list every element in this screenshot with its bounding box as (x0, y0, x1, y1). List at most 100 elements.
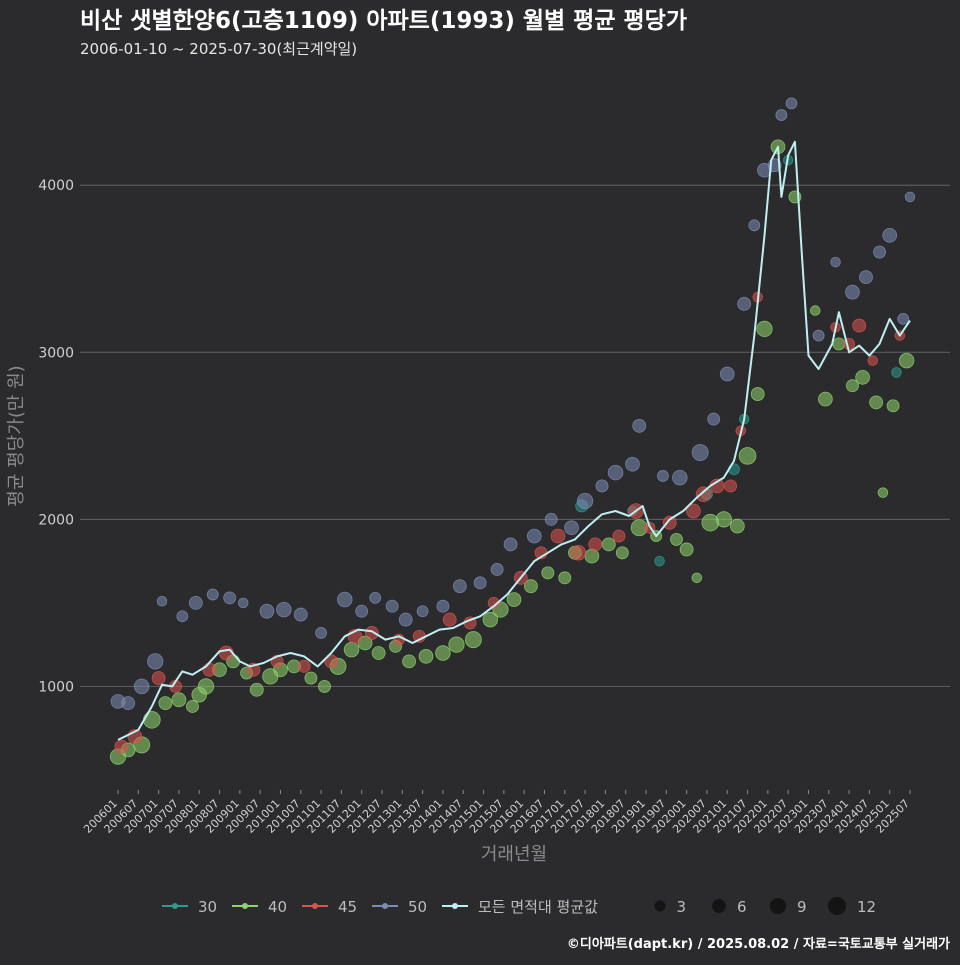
point-45-0 (114, 739, 129, 754)
point-50-13 (315, 627, 327, 639)
point-50-21 (452, 579, 467, 594)
legend-label-50: 50 (408, 898, 427, 916)
point-40-53 (832, 337, 846, 351)
size-legend-label-9: 9 (797, 898, 807, 916)
size-legend-label-6: 6 (737, 898, 747, 916)
point-45-22 (612, 529, 626, 543)
size-legend-circle-6 (712, 899, 726, 913)
point-50-26 (544, 512, 558, 526)
point-50-33 (657, 470, 669, 482)
point-50-38 (737, 296, 752, 311)
point-40-16 (304, 671, 318, 685)
point-50-20 (436, 599, 450, 613)
size-legend-label-12: 12 (857, 898, 876, 916)
legend-label-45: 45 (338, 898, 357, 916)
chart-subtitle: 2006-01-10 ~ 2025-07-30(최근계약일) (80, 40, 357, 58)
point-45-19 (550, 528, 566, 544)
point-40-35 (584, 548, 600, 564)
point-50-18 (398, 612, 413, 627)
point-40-6 (186, 700, 199, 713)
point-40-3 (143, 711, 161, 729)
point-50-12 (293, 607, 308, 622)
y-tick-label-2000: 2000 (38, 512, 74, 528)
legend-label-30: 30 (198, 898, 217, 916)
point-40-30 (506, 592, 522, 607)
point-45-5 (218, 645, 234, 661)
point-45-14 (442, 612, 457, 627)
point-50-27 (564, 520, 579, 536)
legend-dot-average (452, 903, 458, 909)
point-45-8 (297, 659, 311, 673)
point-40-31 (524, 579, 538, 594)
legend-label-40: 40 (268, 898, 287, 916)
point-40-54 (846, 379, 859, 393)
point-40-47 (750, 387, 765, 401)
size-legend-circle-3 (654, 900, 666, 912)
point-50-31 (625, 456, 640, 472)
y-axis-title: 평균 평당가(만 원) (6, 365, 27, 506)
point-50-35 (691, 444, 709, 461)
point-45-34 (852, 318, 867, 333)
point-40-40 (670, 532, 683, 546)
point-50-9 (237, 597, 249, 609)
point-40-51 (809, 305, 821, 316)
point-40-17 (318, 679, 331, 693)
chart-caption: ©디아파트(dapt.kr) / 2025.08.02 / 자료=국토교통부 실… (567, 936, 950, 952)
point-50-50 (897, 312, 910, 325)
point-40-5 (171, 692, 187, 708)
point-45-11 (364, 626, 379, 640)
point-40-46 (738, 447, 757, 465)
point-45-20 (570, 545, 587, 561)
point-50-1 (121, 696, 136, 711)
point-40-52 (818, 391, 833, 407)
point-40-58 (886, 399, 900, 413)
point-45-25 (662, 515, 677, 530)
point-50-48 (873, 245, 886, 259)
point-40-25 (435, 645, 451, 661)
point-40-44 (715, 511, 732, 528)
point-40-33 (558, 571, 572, 585)
point-40-4 (158, 696, 173, 711)
point-45-4 (202, 662, 217, 677)
point-45-35 (867, 355, 879, 366)
y-tick-label-4000: 4000 (38, 178, 74, 194)
point-45-2 (151, 671, 166, 685)
point-50-28 (576, 492, 594, 510)
point-40-21 (371, 646, 386, 660)
point-45-26 (686, 503, 701, 519)
point-45-16 (487, 596, 500, 609)
average-line-layer (117, 140, 911, 741)
point-40-28 (482, 611, 499, 628)
point-40-20 (357, 635, 373, 651)
point-50-5 (176, 610, 189, 623)
point-40-8 (197, 678, 215, 695)
point-30-2 (654, 555, 665, 567)
point-50-42 (775, 109, 788, 121)
point-50-22 (473, 576, 487, 590)
point-40-19 (343, 641, 360, 658)
point-50-37 (719, 366, 735, 382)
point-50-8 (223, 591, 237, 605)
gridlines (80, 184, 950, 688)
point-50-25 (526, 528, 542, 544)
point-40-12 (249, 682, 264, 697)
point-40-37 (615, 546, 629, 560)
point-50-14 (337, 591, 353, 608)
legend-dot-40 (242, 903, 248, 909)
point-50-16 (369, 591, 382, 604)
legend-dot-50 (382, 903, 388, 909)
point-40-48 (756, 320, 773, 338)
point-50-23 (490, 563, 504, 576)
point-50-30 (607, 464, 624, 481)
point-40-27 (464, 631, 482, 649)
point-30-7 (891, 367, 902, 378)
y-tick-label-3000: 3000 (38, 345, 74, 361)
point-50-7 (206, 588, 219, 601)
point-50-45 (830, 256, 841, 268)
point-45-27 (695, 486, 712, 503)
point-40-24 (418, 649, 434, 664)
point-50-11 (276, 601, 292, 618)
x-axis-title: 거래년월 (481, 844, 547, 865)
